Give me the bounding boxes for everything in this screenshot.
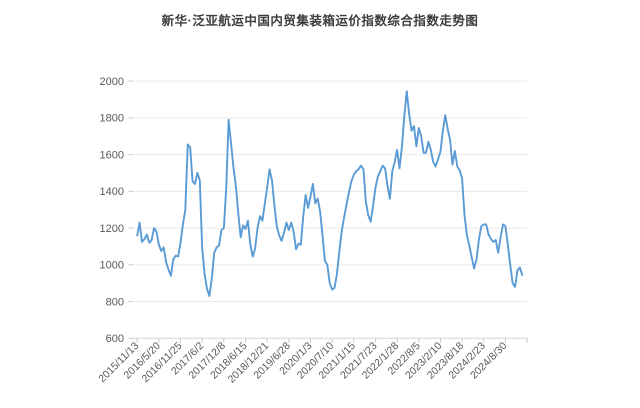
y-axis-tick-label: 600 xyxy=(106,333,124,345)
y-axis-tick-label: 2000 xyxy=(100,76,124,88)
index-series-line xyxy=(136,90,524,297)
chart-title: 新华·泛亚航运中国内贸集装箱运价指数综合指数走势图 xyxy=(161,14,479,28)
y-axis-tick-label: 1200 xyxy=(100,223,124,235)
y-axis-tick-label: 1600 xyxy=(100,149,124,161)
y-axis-tick-label: 1000 xyxy=(100,260,124,272)
y-axis-tick-label: 800 xyxy=(106,296,124,308)
y-axis-tick-label: 1400 xyxy=(100,186,124,198)
y-axis-tick-label: 1800 xyxy=(100,113,124,125)
